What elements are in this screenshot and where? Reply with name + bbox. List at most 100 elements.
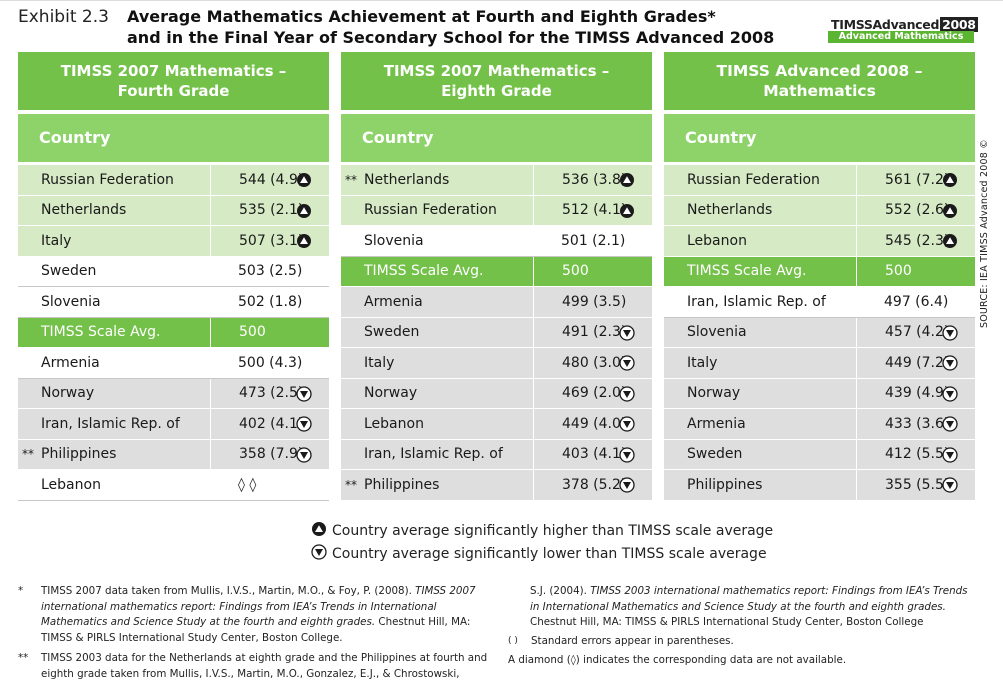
country-name: Slovenia: [687, 324, 747, 341]
triangle-down-circle-icon: [296, 446, 312, 463]
source-credit: SOURCE: IEA TIMSS Advanced 2008 ©: [979, 139, 990, 328]
average-score: 378 (5.2): [533, 470, 637, 500]
country-name: Lebanon: [687, 232, 747, 249]
country-name: Russian Federation: [364, 202, 497, 219]
average-score: 457 (4.2): [856, 317, 960, 347]
country-name: Sweden: [364, 324, 420, 341]
country-name: Philippines: [687, 476, 763, 493]
table-row: Italy 480 (3.0): [341, 348, 652, 379]
triangle-down-circle-icon: [296, 416, 312, 432]
column-heading: TIMSS 2007 Mathematics – Eighth Grade: [341, 52, 652, 112]
country-name: Italy: [364, 354, 395, 371]
average-score: 469 (2.0): [533, 378, 637, 408]
country-header: Country: [664, 114, 975, 163]
country-name: Sweden: [687, 446, 743, 463]
table-row: Russian Federation 512 (4.1): [341, 195, 652, 226]
table-row: Norway 473 (2.5): [18, 378, 329, 409]
triangle-down-circle-icon: [942, 477, 958, 493]
header-rule: [0, 0, 1003, 1]
exhibit-header: Exhibit 2.3 Average Mathematics Achievem…: [0, 0, 1003, 68]
triangle-down-circle-icon: [619, 385, 635, 402]
footnote-marker: **: [22, 447, 34, 462]
average-score: 500: [533, 256, 637, 286]
country-name: Netherlands: [364, 171, 450, 188]
average-score: 500 (4.3): [238, 354, 303, 371]
country-name: Norway: [41, 385, 95, 402]
table-row: Netherlands 552 (2.6): [664, 195, 975, 226]
country-name: Philippines: [41, 446, 117, 463]
country-rows: ** Netherlands 536 (3.8) Russian Federation…: [341, 165, 652, 501]
scale-average-row: TIMSS Scale Avg. 500: [18, 317, 329, 348]
average-score: 480 (3.0): [533, 348, 637, 378]
triangle-up-circle-icon: [296, 172, 312, 188]
legend-higher: Country average significantly higher tha…: [311, 519, 773, 542]
average-score: 503 (2.5): [238, 263, 303, 280]
average-score: 544 (4.9): [210, 165, 314, 195]
table-row: Sweden 491 (2.3): [341, 317, 652, 348]
average-score: 412 (5.5): [856, 439, 960, 469]
average-score: 491 (2.3): [533, 317, 637, 347]
triangle-up-circle-icon: [296, 233, 312, 249]
table-row: Norway 439 (4.9): [664, 378, 975, 409]
country-name: TIMSS Scale Avg.: [364, 263, 484, 280]
footnote-marker: **: [345, 477, 357, 492]
table-row: Italy 449 (7.2): [664, 348, 975, 379]
country-name: Russian Federation: [687, 171, 820, 188]
country-name: Netherlands: [687, 202, 773, 219]
triangle-down-circle-icon: [619, 477, 635, 493]
country-rows: Russian Federation 561 (7.2) Netherlands 55…: [664, 165, 975, 501]
average-score: 355 (5.5): [856, 470, 960, 500]
country-name: Norway: [687, 385, 741, 402]
country-name: Iran, Islamic Rep. of: [364, 446, 503, 463]
table-row: Russian Federation 561 (7.2): [664, 165, 975, 196]
triangle-down-circle-icon: [942, 385, 958, 402]
country-header: Country: [341, 114, 652, 163]
country-name: Sweden: [41, 263, 97, 280]
table-row: Italy 507 (3.1): [18, 226, 329, 257]
footnote-marker: **: [345, 172, 357, 187]
average-score: 402 (4.1): [210, 409, 314, 439]
average-score: 536 (3.8): [533, 165, 637, 195]
table-row: Armenia 433 (3.6): [664, 409, 975, 440]
table-row: Slovenia 502 (1.8): [18, 287, 329, 318]
triangle-up-circle-icon: [311, 521, 332, 541]
triangle-down-circle-icon: [619, 324, 635, 341]
average-score: 449 (7.2): [856, 348, 960, 378]
country-name: Netherlands: [41, 202, 127, 219]
table-row: Sweden 412 (5.5): [664, 439, 975, 470]
country-name: Norway: [364, 385, 418, 402]
average-score: 473 (2.5): [210, 378, 314, 408]
table-row: Iran, Islamic Rep. of 403 (4.1): [341, 439, 652, 470]
logo-wordmark: TIMSSAdvanced 2008: [831, 17, 978, 32]
triangle-up-circle-icon: [296, 203, 312, 219]
title-line-1: Average Mathematics Achievement at Fourt…: [127, 7, 716, 26]
average-score: 561 (7.2): [856, 165, 960, 195]
triangle-down-circle-icon: [296, 385, 312, 402]
country-name: Italy: [41, 232, 72, 249]
average-score: 497 (6.4): [884, 293, 949, 310]
average-score: 500: [856, 256, 960, 286]
average-score: 403 (4.1): [533, 439, 637, 469]
country-name: Armenia: [41, 354, 100, 371]
triangle-down-circle-icon: [942, 446, 958, 463]
table-row: Netherlands 535 (2.1): [18, 195, 329, 226]
country-name: Slovenia: [364, 232, 424, 249]
table-row: Slovenia 457 (4.2): [664, 317, 975, 348]
country-name: Italy: [687, 354, 718, 371]
table-row: Philippines 355 (5.5): [664, 470, 975, 501]
average-score: 449 (4.0): [533, 409, 637, 439]
triangle-up-circle-icon: [619, 203, 635, 219]
country-name: TIMSS Scale Avg.: [41, 324, 161, 341]
average-score: 512 (4.1): [533, 195, 637, 225]
country-name: Russian Federation: [41, 171, 174, 188]
average-score: 501 (2.1): [561, 232, 626, 249]
triangle-up-circle-icon: [942, 203, 958, 219]
table-row: ** Philippines 378 (5.2): [341, 470, 652, 501]
scale-average-row: TIMSS Scale Avg. 500: [664, 256, 975, 287]
country-name: Iran, Islamic Rep. of: [41, 415, 180, 432]
table-row: Russian Federation 544 (4.9): [18, 165, 329, 196]
average-score: 502 (1.8): [238, 293, 303, 310]
triangle-down-circle-icon: [942, 416, 958, 432]
table-row: Lebanon ◊ ◊: [18, 470, 329, 501]
scale-average-row: TIMSS Scale Avg. 500: [341, 256, 652, 287]
